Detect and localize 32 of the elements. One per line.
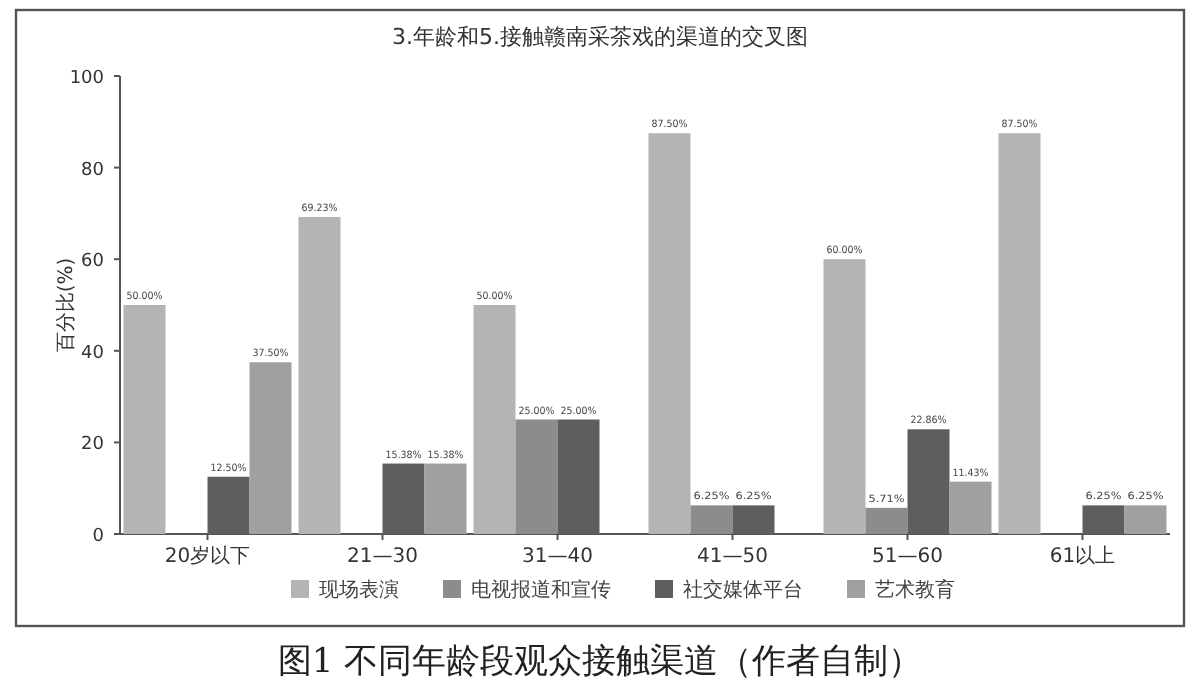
x-tick-label: 21—30 bbox=[347, 546, 418, 568]
y-tick-label: 80 bbox=[81, 160, 105, 181]
bar bbox=[424, 463, 467, 534]
bar bbox=[473, 305, 516, 534]
bar bbox=[865, 507, 908, 534]
bar bbox=[648, 133, 691, 534]
bar bbox=[249, 362, 292, 534]
bar bbox=[123, 305, 166, 534]
bar bbox=[949, 481, 992, 534]
bar bbox=[823, 259, 866, 534]
legend-label: 艺术教育 bbox=[875, 578, 955, 602]
bar bbox=[1124, 505, 1167, 534]
bar bbox=[515, 419, 558, 534]
x-tick-label: 41—50 bbox=[697, 546, 768, 568]
bar bbox=[298, 216, 341, 534]
bar bbox=[690, 505, 733, 534]
y-tick-label: 60 bbox=[81, 252, 105, 273]
y-tick-label: 0 bbox=[92, 527, 105, 547]
legend-label: 现场表演 bbox=[319, 578, 399, 602]
x-tick-label: 61以上 bbox=[1049, 544, 1116, 568]
y-tick-label: 40 bbox=[81, 343, 105, 364]
chart-title: 3.年龄和5.接触赣南采茶戏的渠道的交叉图 bbox=[392, 24, 808, 50]
bar bbox=[998, 133, 1041, 534]
x-tick-label: 20岁以下 bbox=[164, 544, 251, 568]
y-tick-label: 20 bbox=[81, 435, 105, 456]
y-axis-title: 百分比(%) bbox=[54, 257, 78, 353]
legend-label: 社交媒体平台 bbox=[683, 578, 803, 602]
x-tick-label: 51—60 bbox=[872, 546, 943, 568]
caption: 图1 不同年龄段观众接触渠道（作者自制） bbox=[277, 642, 923, 682]
x-tick-label: 31—40 bbox=[522, 546, 593, 568]
legend-label: 电视报道和宣传 bbox=[471, 578, 611, 602]
y-tick-label: 100 bbox=[69, 69, 105, 89]
